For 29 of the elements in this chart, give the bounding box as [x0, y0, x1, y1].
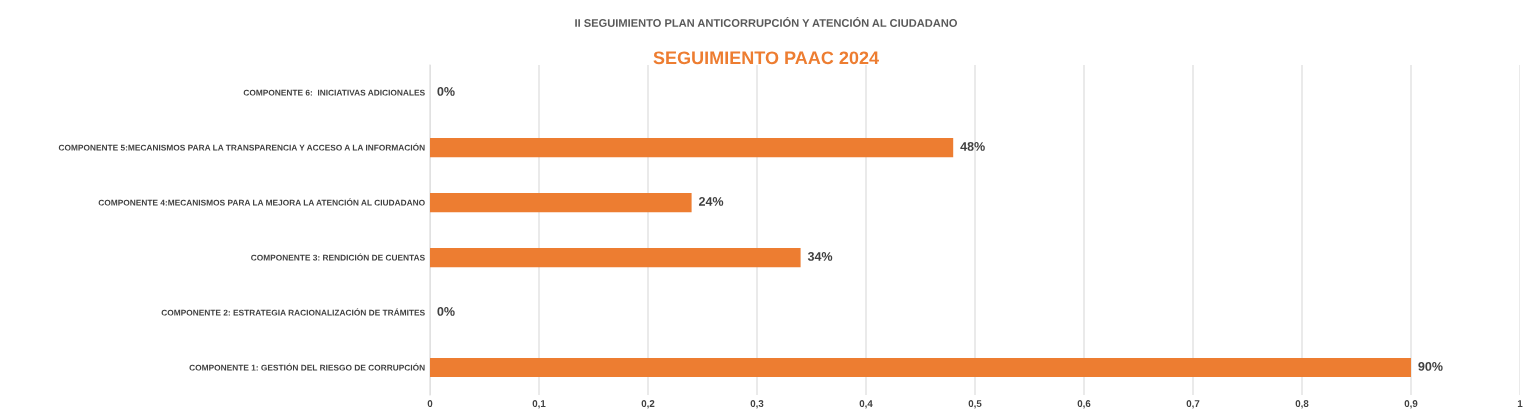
chart-subtitle: SEGUIMIENTO PAAC 2024 — [653, 51, 879, 65]
y-tick-label: COMPONENTE 2: ESTRATEGIA RACIONALIZACIÓN DE TRÁMITES — [161, 308, 425, 316]
data-label: 48% — [960, 142, 985, 151]
chart-title: II SEGUIMIENTO PLAN ANTICORRUPCIÓN Y ATENCIÓN AL CIUDADANO — [575, 17, 958, 27]
bar — [430, 247, 801, 268]
x-tick-label: 0,9 — [1404, 400, 1418, 409]
y-tick-label: COMPONENTE 3: RENDICIÓN DE CUENTAS — [251, 253, 425, 261]
x-tick-label: 0,5 — [968, 400, 982, 409]
bar — [430, 192, 692, 213]
x-tick-label: 0,3 — [750, 400, 764, 409]
y-tick-label: COMPONENTE 5:MECANISMOS PARA LA TRANSPARENCIA Y ACCESO A LA INFORMACIÓN — [58, 143, 425, 151]
y-tick-label: COMPONENTE 6: INICIATIVAS ADICIONALES — [243, 89, 425, 96]
data-label: 0% — [437, 307, 455, 316]
data-label: 34% — [807, 252, 833, 261]
x-tick-label: 0,6 — [1077, 400, 1091, 409]
bar — [430, 357, 1411, 378]
x-tick-label: 0,7 — [1186, 400, 1200, 409]
x-tick-label: 0 — [427, 400, 433, 407]
y-tick-label: COMPONENTE 4:MECANISMOS PARA LA MEJORA LA ATENCIÓN AL CIUDADANO — [98, 198, 425, 206]
data-label: 0% — [437, 87, 455, 96]
x-tick-label: 0,8 — [1295, 400, 1309, 409]
x-tick-label: 0,2 — [641, 400, 655, 409]
x-tick-label: 1 — [1517, 400, 1523, 407]
data-label: 90% — [1418, 362, 1443, 371]
y-tick-label: COMPONENTE 1: GESTIÓN DEL RIESGO DE CORRUPCIÓN — [189, 363, 425, 371]
x-tick-label: 0,1 — [532, 400, 546, 409]
bar — [430, 137, 954, 158]
data-label: 24% — [698, 197, 724, 206]
x-tick-label: 0,4 — [859, 400, 873, 409]
